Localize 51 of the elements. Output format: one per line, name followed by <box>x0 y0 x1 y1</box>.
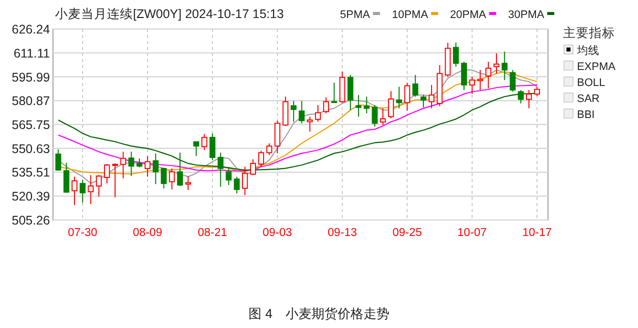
candlestick <box>428 84 434 109</box>
candlestick <box>274 120 280 154</box>
text: EXPMA <box>577 61 616 73</box>
candlestick <box>494 52 500 74</box>
candlestick <box>364 96 370 114</box>
text: BBI <box>577 109 595 121</box>
x-tick-label: 09-25 <box>392 227 422 239</box>
caption: 图 4 小麦期货价格走势 <box>248 306 390 321</box>
x-tick-label: 10-07 <box>457 227 487 239</box>
legend-label: 10PMA <box>392 9 429 21</box>
candlestick <box>128 151 134 177</box>
candlestick <box>88 174 94 204</box>
legend-label: 5PMA <box>340 9 371 21</box>
legend-label: 20PMA <box>450 9 487 21</box>
candlestick <box>469 76 476 94</box>
y-tick-label: 595.99 <box>12 70 50 84</box>
candlestick <box>356 94 362 118</box>
x-tick-label: 08-09 <box>132 227 162 239</box>
y-tick-label: 550.63 <box>12 142 50 156</box>
candlestick <box>72 176 78 206</box>
legend-label: 30PMA <box>508 9 545 21</box>
text: 均线 <box>576 44 599 57</box>
candlestick <box>396 86 402 109</box>
candlestick <box>306 116 313 132</box>
x-tick-label: 09-13 <box>328 227 357 239</box>
y-tick-label: 611.11 <box>14 46 50 60</box>
y-tick-label: 565.75 <box>12 118 50 132</box>
candlestick <box>152 152 159 185</box>
x-tick-label: 08-21 <box>198 227 228 239</box>
candlestick <box>461 61 467 91</box>
text: 主要指标 <box>563 25 615 40</box>
y-tick-label: 520.39 <box>12 190 50 204</box>
y-tick-label: 580.87 <box>12 94 50 108</box>
candlestick <box>226 168 232 186</box>
chart-title: 小麦当月连续[ZW00Y] 2024-10-17 15:13 <box>55 7 284 21</box>
x-tick-label: 07-30 <box>68 227 98 239</box>
candlestick <box>168 168 175 190</box>
candlestick <box>218 152 224 188</box>
text: BOLL <box>577 77 606 89</box>
x-tick-label: 09-03 <box>262 227 292 239</box>
candlestick <box>485 61 492 89</box>
candlestick <box>201 134 208 150</box>
candlestick <box>502 51 508 81</box>
y-tick-label: 535.51 <box>12 166 50 180</box>
x-tick-label: 10-17 <box>522 227 552 239</box>
y-tick-label: 626.24 <box>12 22 50 36</box>
candlestick <box>120 151 126 179</box>
text: SAR <box>577 93 600 105</box>
candlestick <box>290 100 297 122</box>
y-tick-label: 505.26 <box>12 214 50 228</box>
candlestick <box>298 100 305 124</box>
